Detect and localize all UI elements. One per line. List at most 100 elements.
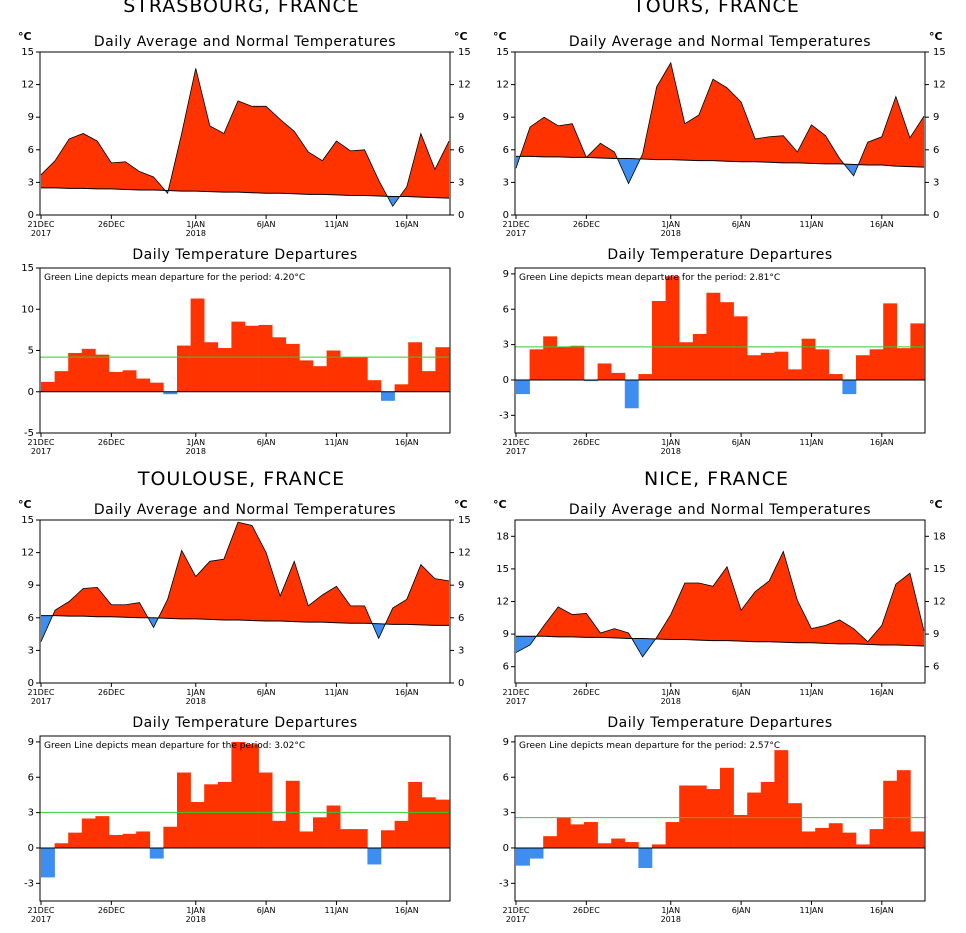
x-tick-label: 1JAN xyxy=(186,220,205,229)
departure-bar-positive xyxy=(381,830,395,848)
year-label: 2018 xyxy=(186,915,206,924)
avg-chart: Daily Average and Normal Temperatures °C °… xyxy=(493,30,946,238)
departure-bar-positive xyxy=(556,346,571,380)
mean-departure-note: Green Line depicts mean departure for th… xyxy=(519,741,780,751)
y-tick-label-left: 12 xyxy=(21,80,34,91)
departure-bar-positive xyxy=(313,817,327,848)
charts-nice: Daily Average and Normal Temperatures °C °… xyxy=(493,498,946,924)
unit-label-left: °C xyxy=(493,30,507,43)
departure-bar-positive xyxy=(231,741,246,848)
departure-chart-title: Daily Temperature Departures xyxy=(132,715,357,731)
y-tick-label-left: 0 xyxy=(503,210,509,221)
x-tick-label: 26DEC xyxy=(98,688,125,697)
x-tick-label: 21DEC xyxy=(28,688,55,697)
x-tick-label: 11JAN xyxy=(325,906,349,915)
x-tick-label: 11JAN xyxy=(325,688,349,697)
departure-bar-positive xyxy=(190,802,205,848)
plot-frame xyxy=(514,51,926,216)
departure-bar-positive xyxy=(313,366,327,392)
y-tick-label-left: -3 xyxy=(499,878,509,889)
avg-chart: Daily Average and Normal Temperatures °C °… xyxy=(493,498,946,706)
x-tick-label: 1JAN xyxy=(661,906,680,915)
y-tick-label-left: 9 xyxy=(503,629,509,640)
y-tick-label-right: 12 xyxy=(458,80,471,91)
departure-chart: Daily Temperature Departures Green Line d… xyxy=(21,247,451,456)
departure-chart: Daily Temperature Departures Green Line d… xyxy=(499,715,926,924)
x-tick-label: 16JAN xyxy=(870,906,894,915)
y-tick-label-right: 15 xyxy=(458,515,471,526)
x-tick-label: 16JAN xyxy=(870,688,894,697)
charts-strasbourg: Daily Average and Normal Temperatures °C °… xyxy=(18,30,471,456)
departure-bar-negative xyxy=(516,379,530,395)
departure-bar-positive xyxy=(95,816,110,848)
departure-bar-positive xyxy=(856,844,870,848)
departure-bar-positive xyxy=(584,822,598,848)
x-tick-label: 1JAN xyxy=(186,688,205,697)
x-tick-label: 6JAN xyxy=(732,688,751,697)
departure-bar-positive xyxy=(217,781,232,848)
y-tick-label-right: 9 xyxy=(458,580,464,591)
departure-bar-positive xyxy=(353,357,368,392)
y-tick-label-left: 9 xyxy=(28,580,34,591)
departure-bar-negative xyxy=(367,847,382,865)
x-tick-label: 6JAN xyxy=(732,906,751,915)
departure-bar-positive xyxy=(556,817,571,848)
x-tick-label: 6JAN xyxy=(257,220,276,229)
departure-bar-positive xyxy=(611,838,626,848)
year-label: 2018 xyxy=(661,229,681,238)
departure-bar-positive xyxy=(597,843,612,848)
x-tick-label: 11JAN xyxy=(325,438,349,447)
departure-bar-positive xyxy=(624,842,639,848)
normal-line xyxy=(41,187,450,199)
x-tick-label: 11JAN xyxy=(800,438,824,447)
departure-chart: Daily Temperature Departures Green Line d… xyxy=(499,247,926,456)
unit-label-left: °C xyxy=(493,498,507,511)
y-tick-label-left: 15 xyxy=(21,515,34,526)
departure-bar-negative xyxy=(149,847,164,859)
y-tick-label-left: 5 xyxy=(28,346,34,357)
departure-bar-positive xyxy=(299,831,314,848)
x-tick-label: 21DEC xyxy=(503,688,530,697)
departure-bar-positive xyxy=(706,789,721,848)
departure-bar-positive xyxy=(801,831,816,848)
y-tick-label-left: 12 xyxy=(21,548,34,559)
year-label: 2018 xyxy=(661,447,681,456)
y-tick-label-left: 15 xyxy=(21,47,34,58)
departure-bar-positive xyxy=(122,370,137,392)
y-tick-label-left: 12 xyxy=(496,80,509,91)
departure-bar-positive xyxy=(68,832,83,848)
x-tick-label: 21DEC xyxy=(503,220,530,229)
departure-bar-negative xyxy=(381,391,395,401)
departure-bar-positive xyxy=(570,345,585,380)
departure-bar-positive xyxy=(774,750,789,848)
x-tick-label: 6JAN xyxy=(257,688,276,697)
departure-bar-positive xyxy=(597,363,612,380)
year-label: 2018 xyxy=(186,447,206,456)
y-tick-label-left: 0 xyxy=(503,375,509,386)
departure-bar-positive xyxy=(869,829,884,848)
panel-nice: NICE, FRANCE Daily Average and Normal Te… xyxy=(475,468,958,933)
y-tick-label-right: 12 xyxy=(933,597,946,608)
departure-bar-positive xyxy=(679,342,694,380)
normal-line xyxy=(41,615,449,626)
year-label: 2018 xyxy=(186,697,206,706)
x-tick-label: 16JAN xyxy=(395,688,419,697)
departure-bar-positive xyxy=(910,323,925,380)
x-tick-label: 6JAN xyxy=(257,906,276,915)
departure-bar-positive xyxy=(367,380,382,392)
y-tick-label-left: 6 xyxy=(503,772,509,783)
y-tick-label-left: 9 xyxy=(28,112,34,123)
unit-label-right: °C xyxy=(929,30,943,43)
x-tick-label: 16JAN xyxy=(870,438,894,447)
y-tick-label-right: 12 xyxy=(458,548,471,559)
year-label: 2017 xyxy=(31,915,51,924)
departure-chart-title: Daily Temperature Departures xyxy=(607,247,832,263)
departure-bar-negative xyxy=(638,847,653,868)
x-tick-label: 26DEC xyxy=(573,220,600,229)
departure-bar-positive xyxy=(720,767,734,848)
mean-departure-note: Green Line depicts mean departure for th… xyxy=(519,273,780,283)
daily-average-line xyxy=(40,68,450,208)
departure-bar-positive xyxy=(896,770,911,848)
departure-bar-positive xyxy=(570,824,585,848)
departure-bar-positive xyxy=(828,823,843,848)
